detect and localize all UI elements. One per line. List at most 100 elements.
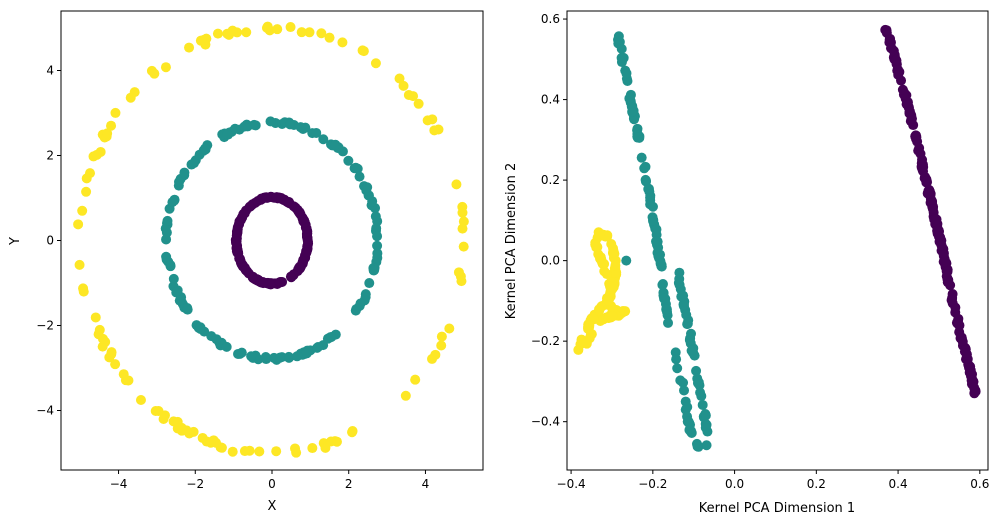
y-tick-label: 0.0 — [541, 254, 560, 268]
y-tick-label: −2 — [36, 319, 54, 333]
x-tick-label: 0.2 — [807, 477, 826, 491]
data-point-class-2 — [205, 437, 216, 448]
x-tick-label: −0.2 — [638, 477, 667, 491]
data-point-class-1 — [260, 352, 271, 363]
y-tick-label: 0.2 — [541, 173, 560, 187]
data-point-class-1 — [372, 240, 383, 251]
data-point-class-2 — [172, 423, 183, 434]
data-point-class-1 — [230, 123, 241, 134]
data-point-class-2 — [400, 390, 411, 401]
data-point-class-1 — [655, 258, 666, 269]
data-point-class-1 — [301, 348, 312, 359]
data-point-class-2 — [413, 98, 424, 109]
data-point-class-2 — [451, 179, 462, 190]
data-point-class-0 — [240, 265, 251, 276]
data-point-class-2 — [271, 446, 282, 457]
axes-frame-left — [60, 10, 484, 471]
y-tick-label: 0 — [46, 234, 54, 248]
data-point-class-2 — [370, 58, 381, 69]
data-point-class-0 — [918, 162, 929, 173]
data-point-class-1 — [700, 410, 711, 421]
x-ticks-left: −4 −2 0 2 4 — [110, 470, 429, 491]
axes-frame-right — [566, 10, 989, 471]
data-point-class-0 — [940, 256, 951, 267]
data-point-class-2 — [146, 65, 157, 76]
data-point-class-1 — [174, 176, 185, 187]
data-point-class-1 — [174, 295, 185, 306]
data-point-class-2 — [290, 443, 301, 454]
data-point-class-2 — [254, 446, 265, 457]
scatter-points-kpca — [573, 24, 981, 452]
data-point-class-0 — [938, 248, 949, 259]
data-point-class-2 — [102, 128, 113, 139]
data-point-class-0 — [923, 188, 934, 199]
data-point-class-0 — [293, 206, 304, 217]
data-point-class-2 — [91, 149, 102, 160]
data-point-class-2 — [611, 267, 622, 278]
data-point-class-0 — [299, 217, 310, 228]
data-point-class-2 — [347, 427, 358, 438]
data-point-class-2 — [605, 281, 616, 292]
data-point-class-1 — [671, 354, 682, 365]
x-tick-label: −2 — [186, 477, 204, 491]
data-point-class-1 — [640, 174, 651, 185]
x-tick-label: 0.4 — [889, 477, 908, 491]
data-point-class-1 — [632, 132, 643, 143]
x-axis-label-right: Kernel PCA Dimension 1 — [699, 501, 855, 516]
data-point-class-1 — [636, 152, 647, 163]
data-point-class-0 — [881, 25, 892, 36]
data-point-class-1 — [171, 287, 182, 298]
data-point-class-2 — [77, 205, 88, 216]
data-point-class-2 — [97, 333, 108, 344]
data-point-class-2 — [410, 374, 421, 385]
data-point-class-1 — [648, 216, 659, 227]
data-point-class-1 — [674, 267, 685, 278]
data-point-class-0 — [969, 382, 980, 393]
y-tick-label: −4 — [36, 404, 54, 418]
data-point-class-1 — [678, 377, 689, 388]
data-point-class-1 — [371, 223, 382, 234]
data-point-class-2 — [324, 32, 335, 43]
data-point-class-1 — [616, 52, 627, 63]
data-point-class-0 — [961, 347, 972, 358]
data-point-class-0 — [902, 97, 913, 108]
data-point-class-1 — [274, 352, 285, 363]
data-point-class-2 — [222, 28, 233, 39]
data-point-class-2 — [583, 323, 594, 334]
data-point-class-2 — [606, 238, 617, 249]
data-point-class-1 — [700, 422, 711, 433]
data-point-class-2 — [337, 37, 348, 48]
data-point-class-0 — [931, 214, 942, 225]
data-point-class-0 — [294, 262, 305, 273]
data-point-class-0 — [286, 272, 297, 283]
data-point-class-2 — [198, 34, 209, 45]
data-point-class-1 — [643, 183, 654, 194]
y-tick-label: 4 — [46, 64, 54, 78]
data-point-class-2 — [262, 21, 273, 32]
data-point-class-2 — [74, 259, 85, 270]
data-point-class-1 — [640, 161, 651, 172]
data-point-class-1 — [657, 279, 668, 290]
data-point-class-0 — [921, 175, 932, 186]
data-point-class-2 — [110, 359, 121, 370]
data-point-class-1 — [239, 121, 250, 132]
data-point-class-1 — [684, 334, 695, 345]
data-point-class-2 — [241, 27, 252, 38]
data-point-class-1 — [283, 351, 294, 362]
data-point-class-1 — [182, 304, 193, 315]
data-point-class-1 — [318, 134, 329, 145]
data-point-class-1 — [265, 116, 276, 127]
data-point-class-2 — [599, 266, 610, 277]
data-point-class-1 — [659, 293, 670, 304]
data-point-class-2 — [394, 73, 405, 84]
data-point-class-0 — [954, 320, 965, 331]
data-point-class-1 — [162, 215, 173, 226]
data-point-class-1 — [651, 224, 662, 235]
data-point-class-1 — [313, 342, 324, 353]
data-point-class-1 — [621, 68, 632, 79]
data-point-class-1 — [369, 265, 380, 276]
y-ticks-right: −0.4 −0.2 0.0 0.2 0.4 0.6 — [531, 12, 567, 429]
data-point-class-2 — [97, 341, 108, 352]
data-point-class-1 — [687, 345, 698, 356]
x-tick-label: −4 — [110, 477, 128, 491]
